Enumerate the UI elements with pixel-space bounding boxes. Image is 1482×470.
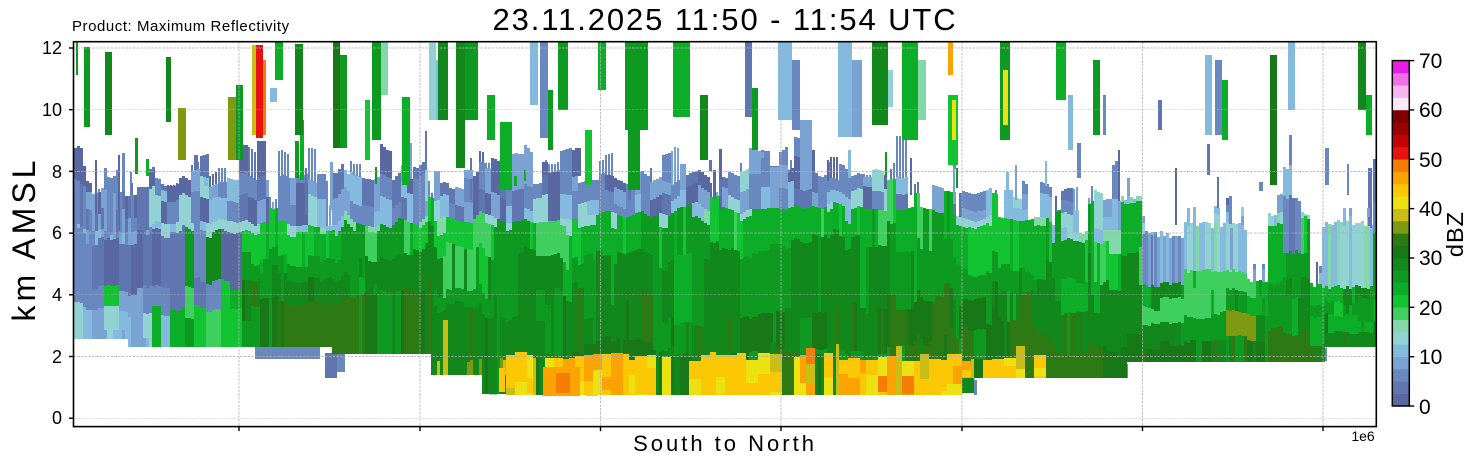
svg-text:40: 40 <box>1419 198 1442 221</box>
svg-text:60: 60 <box>1419 99 1442 122</box>
svg-text:0: 0 <box>1419 396 1431 419</box>
svg-text:1e6: 1e6 <box>1351 428 1375 444</box>
svg-text:2: 2 <box>52 347 62 367</box>
svg-text:8: 8 <box>52 162 62 182</box>
svg-text:6: 6 <box>52 223 62 243</box>
svg-text:70: 70 <box>1419 50 1442 73</box>
svg-text:23.11.2025 11:50 - 11:54 UTC: 23.11.2025 11:50 - 11:54 UTC <box>492 2 957 37</box>
svg-text:20: 20 <box>1419 297 1442 320</box>
svg-text:50: 50 <box>1419 149 1442 172</box>
svg-text:10: 10 <box>42 100 62 120</box>
svg-text:dBZ: dBZ <box>1442 211 1468 257</box>
svg-text:0: 0 <box>52 408 62 428</box>
svg-text:South to North: South to North <box>633 431 817 456</box>
svg-text:12: 12 <box>42 38 62 58</box>
svg-text:4: 4 <box>52 285 62 305</box>
svg-text:km AMSL: km AMSL <box>6 157 42 322</box>
svg-text:10: 10 <box>1419 346 1442 369</box>
svg-text:Product: Maximum Reflectivity: Product: Maximum Reflectivity <box>72 18 290 35</box>
svg-text:30: 30 <box>1419 247 1442 270</box>
